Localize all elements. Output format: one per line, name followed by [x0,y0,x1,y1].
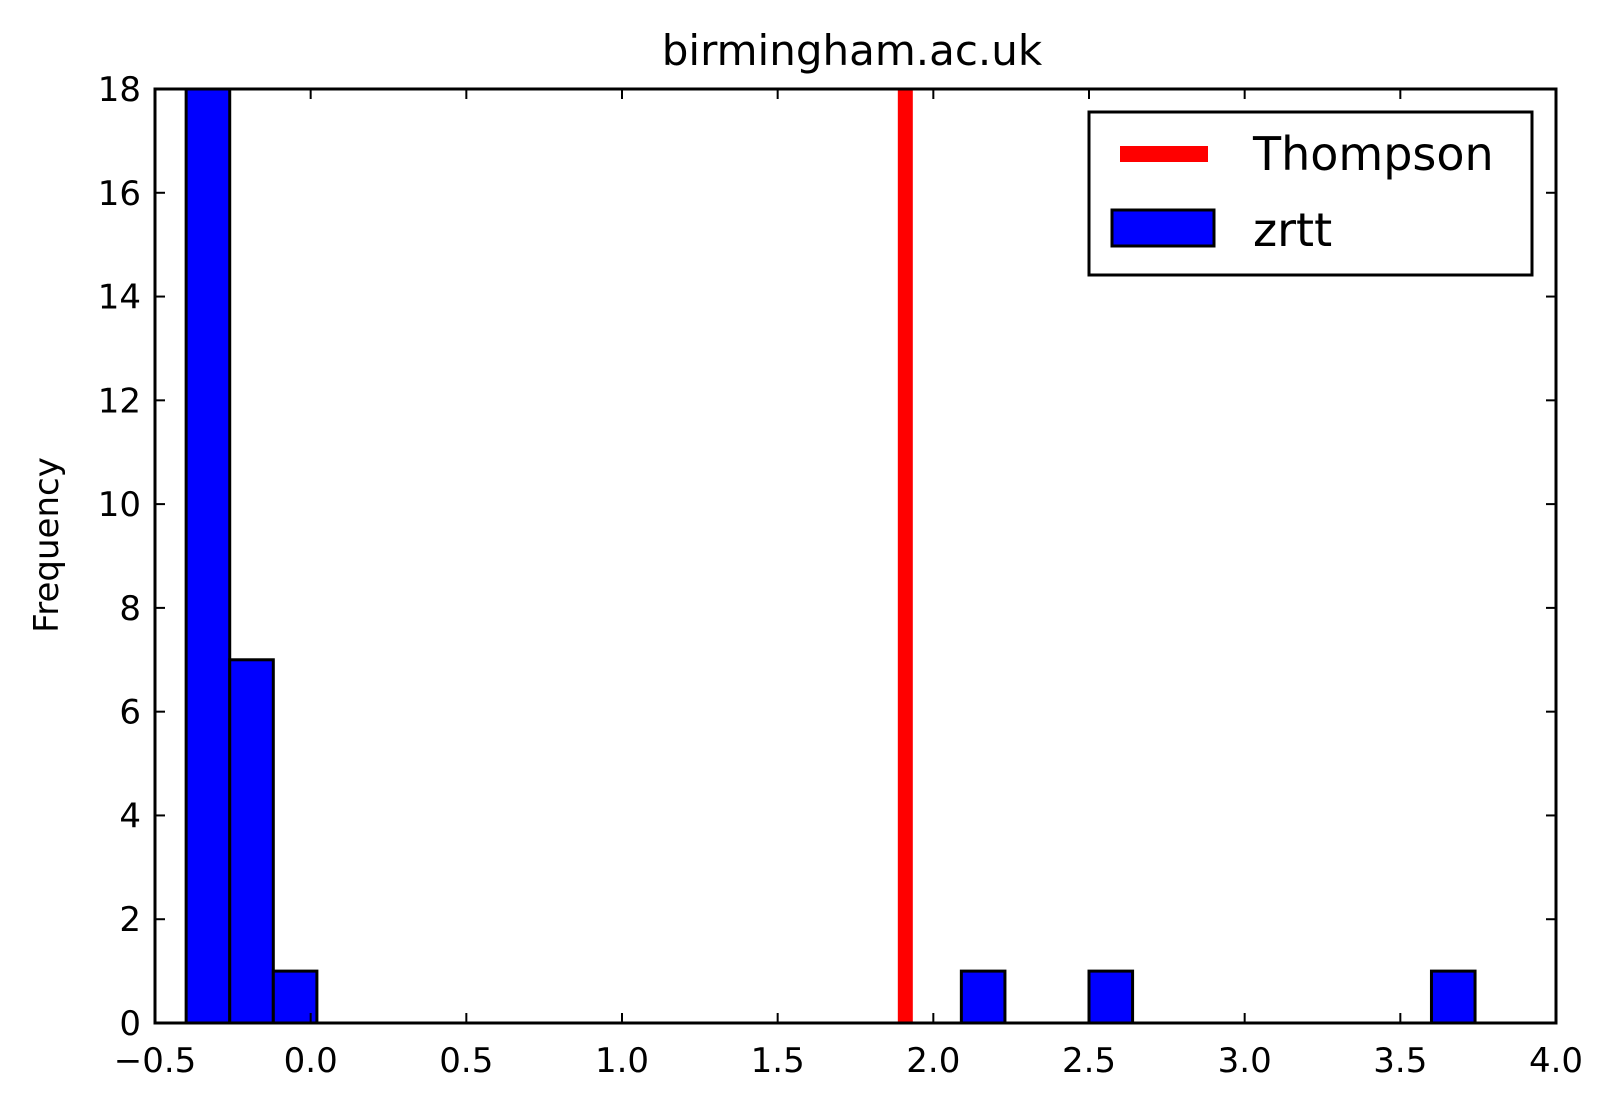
axis-ticks: −0.5 0.0 0.5 1.0 1.5 2.0 2.5 3.0 3.5 4.0 0 2 4 6 8 10 12… [98,70,1583,1081]
x-tick-label: 2.0 [906,1041,960,1081]
histogram-bar-5 [1429,969,1477,1025]
legend-box [1087,110,1534,277]
y-tick-label: 6 [119,693,141,733]
histogram-bar-0 [184,87,232,1025]
x-tick-label: 3.0 [1218,1041,1272,1081]
histogram-bars [184,87,1477,1025]
y-tick-label: 2 [119,900,141,940]
x-tick-label: 2.5 [1062,1041,1116,1081]
plot-area-frame [153,87,1558,1025]
legend-zrtt-swatch [1110,208,1216,248]
x-tick-label: 3.5 [1373,1041,1427,1081]
y-tick-label: 8 [119,589,141,629]
y-tick-label: 14 [98,278,141,318]
y-tick-label: 4 [119,796,141,836]
y-tick-label: 16 [98,174,141,214]
y-axis-label: Frequency [27,457,67,633]
y-tick-label: 12 [98,381,141,421]
legend-thompson-label: Thompson [1252,127,1494,181]
y-tick-label: 10 [98,485,141,525]
y-tick-label: 0 [119,1004,141,1044]
histogram-bar-1 [228,658,275,1025]
x-tick-label: 0.0 [284,1041,338,1081]
legend-zrtt-label: zrtt [1253,203,1332,257]
x-tick-label: 0.5 [439,1041,493,1081]
histogram-bar-3 [959,969,1007,1025]
legend: Thompson zrtt [1087,110,1534,277]
x-tick-label: 4.0 [1529,1041,1583,1081]
histogram-bar-4 [1087,969,1135,1025]
x-tick-label: 1.0 [595,1041,649,1081]
chart-title: birmingham.ac.uk [662,26,1043,75]
y-tick-label: 18 [98,70,141,110]
histogram-bar-2 [271,969,319,1025]
x-tick-label: −0.5 [114,1041,197,1081]
x-tick-label: 1.5 [751,1041,805,1081]
